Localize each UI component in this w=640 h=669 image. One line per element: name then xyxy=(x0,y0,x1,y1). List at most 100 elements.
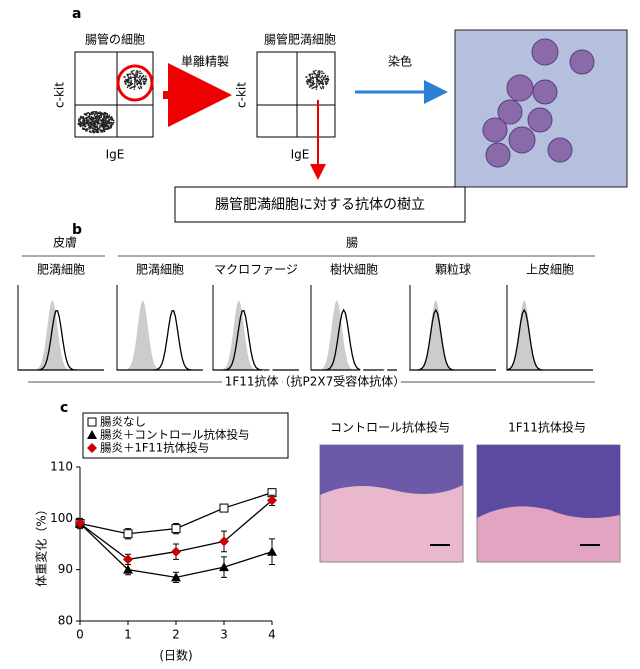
dot xyxy=(109,122,111,125)
arrow-label: 単離精製 xyxy=(181,55,229,69)
dot xyxy=(90,122,93,124)
dot xyxy=(104,117,106,120)
dot xyxy=(320,87,323,90)
dot xyxy=(102,117,104,120)
dot xyxy=(93,128,95,131)
panel-label: a xyxy=(72,6,81,22)
dot xyxy=(311,73,314,75)
dot xyxy=(106,112,108,115)
dot xyxy=(130,77,132,80)
dot xyxy=(318,73,321,76)
dot xyxy=(103,127,105,129)
dot xyxy=(136,80,139,82)
dot xyxy=(127,76,130,79)
dot xyxy=(103,122,105,124)
dot xyxy=(322,83,324,86)
dot xyxy=(128,78,130,80)
dot xyxy=(97,117,99,120)
legend xyxy=(82,412,289,459)
dot xyxy=(81,125,84,127)
marker xyxy=(123,529,133,539)
dot xyxy=(125,78,127,81)
dot xyxy=(100,124,103,126)
dot xyxy=(85,122,88,124)
dot xyxy=(87,124,90,127)
dot xyxy=(82,122,84,125)
dot xyxy=(100,116,103,119)
marker xyxy=(267,546,277,556)
dot xyxy=(316,79,319,81)
panel-label: b xyxy=(72,222,82,238)
dot xyxy=(88,119,90,121)
histogram-control xyxy=(507,300,593,370)
dot xyxy=(315,84,318,86)
dot xyxy=(141,72,143,75)
y-tick-label: 80 xyxy=(58,614,73,628)
dot xyxy=(131,82,134,85)
dot xyxy=(95,118,98,120)
dot xyxy=(321,70,323,73)
dot xyxy=(106,124,108,126)
dot xyxy=(109,117,112,119)
dot xyxy=(105,121,108,124)
dot xyxy=(88,112,91,115)
dot xyxy=(315,82,318,84)
dot xyxy=(94,113,96,116)
dot xyxy=(317,81,319,83)
dot xyxy=(98,127,101,129)
dot xyxy=(108,126,110,128)
dots xyxy=(305,69,330,90)
image-title: 1F11抗体投与 xyxy=(508,420,586,435)
dot xyxy=(145,78,148,81)
dot xyxy=(317,73,319,76)
dot xyxy=(323,78,325,81)
dot xyxy=(93,123,96,126)
dot xyxy=(327,78,330,81)
histogram-stain xyxy=(311,308,397,371)
dot xyxy=(92,130,95,133)
dot xyxy=(124,81,127,83)
dot xyxy=(311,87,313,90)
dot xyxy=(103,115,105,117)
dot xyxy=(132,76,134,79)
dot xyxy=(94,131,96,133)
dot xyxy=(96,131,99,134)
dot xyxy=(143,82,145,84)
dot xyxy=(84,123,87,126)
dot xyxy=(83,121,86,124)
dot xyxy=(129,87,131,90)
dot xyxy=(126,78,129,81)
dot xyxy=(309,76,312,79)
dot xyxy=(106,116,108,119)
dot xyxy=(88,130,91,133)
dot xyxy=(86,128,88,130)
dot xyxy=(107,120,110,123)
dot xyxy=(325,78,328,80)
marker xyxy=(123,554,133,565)
dot xyxy=(139,72,141,74)
histogram-frame xyxy=(116,285,203,371)
histogram-title: マクロファージ xyxy=(214,263,298,277)
marker xyxy=(171,546,181,557)
dot xyxy=(90,117,92,119)
dot xyxy=(109,127,111,130)
dot xyxy=(111,122,114,125)
dot xyxy=(129,82,132,85)
dot xyxy=(127,73,129,76)
result-box xyxy=(174,186,466,223)
dot xyxy=(108,118,110,121)
dot xyxy=(306,80,308,82)
dot xyxy=(321,75,323,78)
marker xyxy=(87,430,97,439)
marker xyxy=(123,564,133,574)
result-text: 腸管肥満細胞に対する抗体の樹立 xyxy=(215,197,425,213)
dot xyxy=(319,82,321,84)
dot xyxy=(325,82,327,84)
dot xyxy=(106,114,108,117)
dot xyxy=(137,76,139,79)
marker xyxy=(219,503,229,513)
dot xyxy=(319,71,321,73)
dot xyxy=(95,112,98,114)
dot xyxy=(78,122,80,124)
